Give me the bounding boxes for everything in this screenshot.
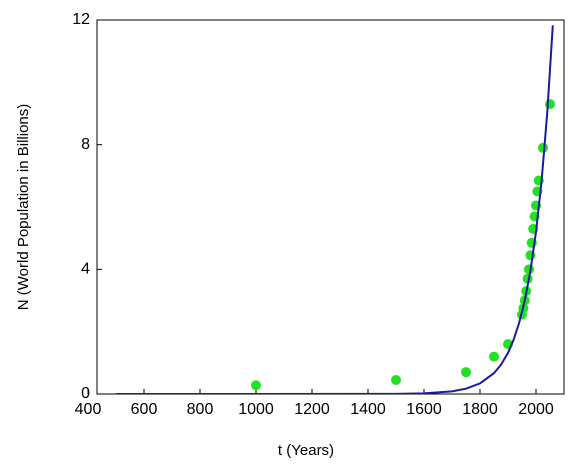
y-tick-label: 0 bbox=[81, 385, 90, 402]
data-point bbox=[545, 99, 555, 110]
x-tick-label: 1800 bbox=[462, 401, 498, 418]
data-point bbox=[461, 367, 471, 378]
data-point bbox=[391, 374, 401, 385]
x-tick-label: 1200 bbox=[294, 401, 330, 418]
y-axis-label: N (World Population in Billions) bbox=[15, 104, 32, 310]
plot-frame bbox=[96, 19, 565, 395]
x-tick-label: 1600 bbox=[406, 401, 442, 418]
data-point bbox=[524, 264, 534, 275]
y-tick-label: 12 bbox=[72, 11, 90, 28]
x-tick-label: 600 bbox=[131, 401, 158, 418]
fit-curve bbox=[116, 25, 554, 394]
x-tick-label: 2000 bbox=[518, 401, 554, 418]
x-tick-label: 800 bbox=[187, 401, 214, 418]
data-point bbox=[538, 142, 548, 153]
y-tick-label: 8 bbox=[81, 136, 90, 153]
data-point bbox=[251, 380, 261, 391]
x-tick-label: 1000 bbox=[238, 401, 274, 418]
x-axis-label: t (Years) bbox=[278, 442, 334, 459]
y-tick-label: 4 bbox=[81, 261, 90, 278]
x-tick-label: 1400 bbox=[350, 401, 386, 418]
data-point bbox=[489, 351, 499, 362]
x-tick-label: 400 bbox=[75, 401, 102, 418]
